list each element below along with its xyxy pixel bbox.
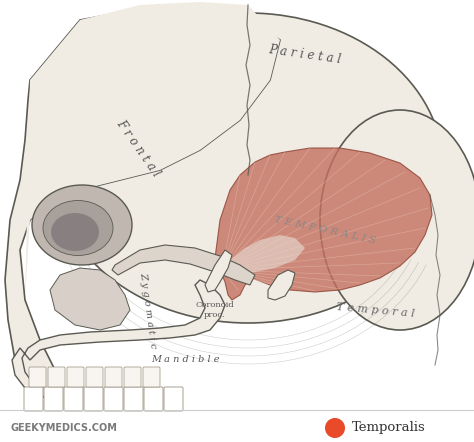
Ellipse shape xyxy=(51,213,99,251)
Text: P a r i e t a l: P a r i e t a l xyxy=(268,43,342,66)
Text: Coronoid
proc.: Coronoid proc. xyxy=(196,301,234,319)
FancyBboxPatch shape xyxy=(64,387,83,411)
Polygon shape xyxy=(50,268,130,330)
Text: Temporalis: Temporalis xyxy=(352,422,426,434)
FancyBboxPatch shape xyxy=(105,367,122,387)
Text: T e m p o r a l: T e m p o r a l xyxy=(336,301,414,318)
Polygon shape xyxy=(12,280,225,395)
FancyBboxPatch shape xyxy=(86,367,103,387)
Ellipse shape xyxy=(32,185,132,265)
FancyBboxPatch shape xyxy=(44,387,63,411)
Polygon shape xyxy=(268,270,295,300)
Polygon shape xyxy=(205,250,232,292)
Text: F r o n t a l: F r o n t a l xyxy=(114,117,163,179)
Polygon shape xyxy=(25,2,280,300)
FancyBboxPatch shape xyxy=(84,387,103,411)
FancyBboxPatch shape xyxy=(48,367,65,387)
Text: Z y g o m a t i c: Z y g o m a t i c xyxy=(138,271,158,349)
FancyBboxPatch shape xyxy=(124,367,141,387)
FancyBboxPatch shape xyxy=(124,387,143,411)
FancyBboxPatch shape xyxy=(164,387,183,411)
Polygon shape xyxy=(112,245,255,285)
FancyBboxPatch shape xyxy=(67,367,84,387)
Ellipse shape xyxy=(53,13,443,323)
Ellipse shape xyxy=(320,110,474,330)
FancyBboxPatch shape xyxy=(104,387,123,411)
Text: T E M P O R A L I S: T E M P O R A L I S xyxy=(273,215,376,245)
FancyBboxPatch shape xyxy=(143,367,160,387)
Ellipse shape xyxy=(43,201,113,255)
FancyBboxPatch shape xyxy=(29,367,46,387)
Polygon shape xyxy=(215,148,432,300)
FancyBboxPatch shape xyxy=(24,387,43,411)
Text: GEEKYMEDICS.COM: GEEKYMEDICS.COM xyxy=(10,423,117,433)
Text: M a n d i b l e: M a n d i b l e xyxy=(151,355,219,365)
Circle shape xyxy=(325,418,345,438)
Polygon shape xyxy=(5,5,280,400)
FancyBboxPatch shape xyxy=(144,387,163,411)
Polygon shape xyxy=(220,235,305,275)
